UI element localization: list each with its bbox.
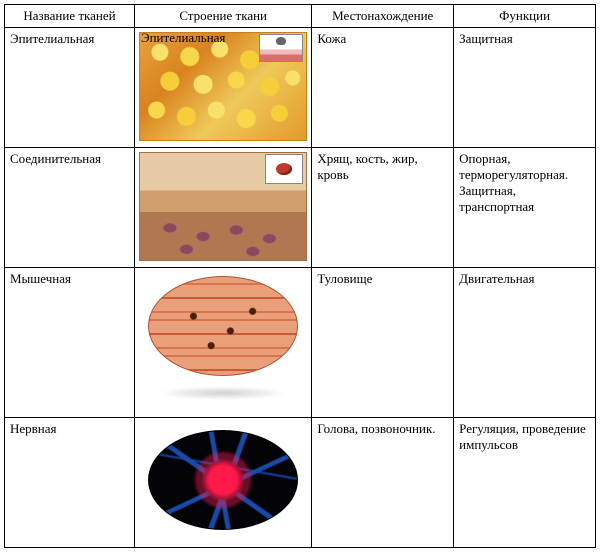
muscle-image xyxy=(148,276,298,376)
cell-functions: Опорная, терморегуляторная. Защитная, тр… xyxy=(454,148,596,268)
nervous-image xyxy=(148,430,298,530)
cell-functions: Двигательная xyxy=(454,268,596,418)
structure-label: Эпителиальная xyxy=(141,30,225,46)
cell-location: Туловище xyxy=(312,268,454,418)
table-row: Нервная Голова, позвоночник. Регуляция, … xyxy=(5,418,596,548)
table-row: Эпителиальная Эпителиальная Кожа Защитна… xyxy=(5,28,596,148)
header-row: Название тканей Строение ткани Местонахо… xyxy=(5,5,596,28)
cell-functions: Защитная xyxy=(454,28,596,148)
cell-location: Хрящ, кость, жир, кровь xyxy=(312,148,454,268)
cell-structure xyxy=(135,268,312,418)
header-location: Местонахождение xyxy=(312,5,454,28)
cell-structure: Эпителиальная xyxy=(135,28,312,148)
cell-structure xyxy=(135,148,312,268)
table-row: Соединительная Хрящ, кость, жир, кровь О… xyxy=(5,148,596,268)
cell-name: Эпителиальная xyxy=(5,28,135,148)
cell-location: Голова, позвоночник. xyxy=(312,418,454,548)
cell-location: Кожа xyxy=(312,28,454,148)
cell-functions: Регуляция, проведение импульсов xyxy=(454,418,596,548)
cell-name: Мышечная xyxy=(5,268,135,418)
epithelial-inset-icon xyxy=(259,34,303,62)
muscle-shadow-icon xyxy=(158,386,288,400)
table-row: Мышечная Туловище Двигательная xyxy=(5,268,596,418)
cell-name: Нервная xyxy=(5,418,135,548)
tissue-table: Название тканей Строение ткани Местонахо… xyxy=(4,4,596,548)
header-structure: Строение ткани xyxy=(135,5,312,28)
header-name: Название тканей xyxy=(5,5,135,28)
connective-inset-icon xyxy=(265,154,303,184)
header-functions: Функции xyxy=(454,5,596,28)
cell-name: Соединительная xyxy=(5,148,135,268)
cell-structure xyxy=(135,418,312,548)
